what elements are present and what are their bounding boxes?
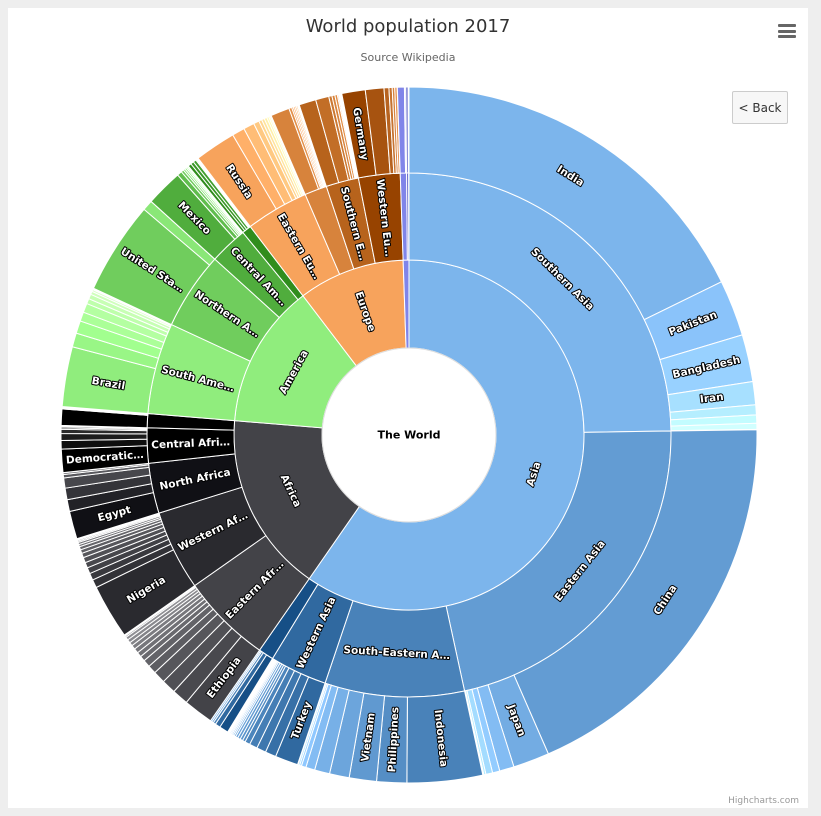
back-button[interactable]: < Back <box>732 91 788 124</box>
label-philippines: Philippines <box>386 707 401 773</box>
country-slice-unlabeled[interactable] <box>60 433 148 442</box>
label-central-africa: Central Afri… <box>151 436 230 451</box>
root-label: The World <box>378 429 441 442</box>
chart-container: Asia Southern Asia India Pakistan Bangladesh… <box>8 8 808 808</box>
label-democratic-republic-of-the-congo: Democratic… <box>66 449 145 467</box>
chart-subtitle: Source Wikipedia <box>360 51 456 64</box>
chart-title: World population 2017 <box>305 16 511 37</box>
label-iran: Iran <box>699 391 724 406</box>
hamburger-menu-icon[interactable] <box>778 24 796 40</box>
credits-link[interactable]: Highcharts.com <box>728 796 799 806</box>
root-node-the-world[interactable] <box>321 347 497 523</box>
